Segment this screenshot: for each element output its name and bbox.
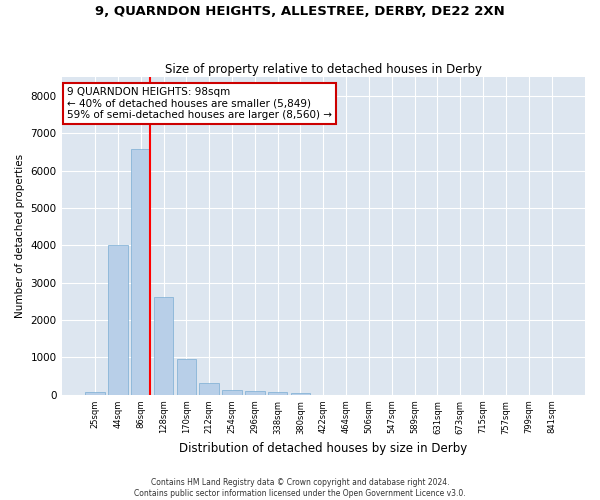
Text: Contains HM Land Registry data © Crown copyright and database right 2024.
Contai: Contains HM Land Registry data © Crown c… xyxy=(134,478,466,498)
Y-axis label: Number of detached properties: Number of detached properties xyxy=(15,154,25,318)
X-axis label: Distribution of detached houses by size in Derby: Distribution of detached houses by size … xyxy=(179,442,467,455)
Bar xyxy=(222,390,242,395)
Bar xyxy=(199,383,219,395)
Title: Size of property relative to detached houses in Derby: Size of property relative to detached ho… xyxy=(165,63,482,76)
Bar xyxy=(176,359,196,395)
Text: 9 QUARNDON HEIGHTS: 98sqm
← 40% of detached houses are smaller (5,849)
59% of se: 9 QUARNDON HEIGHTS: 98sqm ← 40% of detac… xyxy=(67,86,332,120)
Bar xyxy=(154,297,173,395)
Bar xyxy=(131,149,151,395)
Bar xyxy=(85,392,105,395)
Bar xyxy=(108,244,128,395)
Bar xyxy=(291,392,310,395)
Text: 9, QUARNDON HEIGHTS, ALLESTREE, DERBY, DE22 2XN: 9, QUARNDON HEIGHTS, ALLESTREE, DERBY, D… xyxy=(95,5,505,18)
Bar xyxy=(268,392,287,395)
Bar xyxy=(245,390,265,395)
